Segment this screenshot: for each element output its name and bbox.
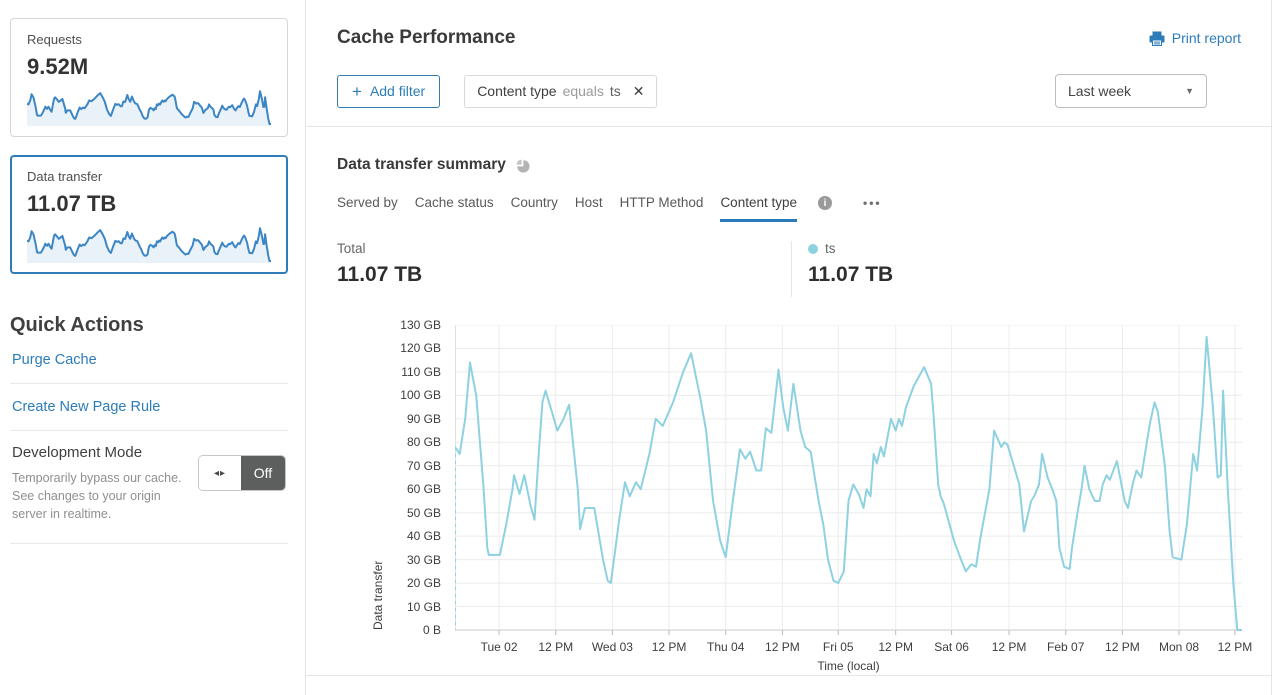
- page-title: Cache Performance: [337, 27, 516, 48]
- development-mode-title: Development Mode: [12, 444, 143, 461]
- x-axis-tick: 12 PM: [538, 640, 574, 654]
- y-axis-tick: 90 GB: [406, 411, 441, 426]
- data-transfer-chart: Data transfer 0 B 10 GB 20 GB 30 GB 40 GB 50 …: [337, 309, 1252, 675]
- section-divider: [306, 126, 1271, 127]
- y-axis-tick: 30 GB: [406, 552, 441, 567]
- stats-row: Total 11.07 TB ts 11.07 TB: [337, 241, 1241, 297]
- bottom-divider: [306, 675, 1271, 676]
- total-stat: Total 11.07 TB: [337, 241, 791, 297]
- metric-label: Data transfer: [27, 169, 103, 184]
- add-filter-label: Add filter: [369, 83, 426, 99]
- metric-card-requests[interactable]: Requests 9.52M: [10, 18, 288, 137]
- filter-chip[interactable]: Content type equals ts ✕: [464, 74, 658, 108]
- total-label: Total: [337, 241, 366, 256]
- x-axis-tick: 12 PM: [651, 640, 687, 654]
- requests-sparkline: [27, 90, 271, 126]
- purge-cache-link[interactable]: Purge Cache: [10, 337, 288, 384]
- create-new-page-rule-link[interactable]: Create New Page Rule: [10, 384, 288, 431]
- y-axis-tick: 70 GB: [406, 458, 441, 473]
- filter-value: ts: [609, 83, 621, 99]
- development-mode-section: Development Mode Temporarily bypass our …: [10, 431, 288, 545]
- development-mode-toggle[interactable]: ◂▸ Off: [198, 455, 286, 491]
- x-axis-tick: 12 PM: [878, 640, 914, 654]
- data-transfer-sparkline: [27, 227, 271, 263]
- print-report-link[interactable]: Print report: [1149, 30, 1241, 46]
- x-axis-tick: 12 PM: [765, 640, 800, 654]
- y-axis-tick: 60 GB: [406, 482, 441, 497]
- tab-http-method[interactable]: HTTP Method: [619, 195, 704, 210]
- filter-operator: equals: [562, 83, 604, 99]
- series-stat: ts 11.07 TB: [792, 241, 893, 297]
- x-axis-tick: Feb 07: [1047, 640, 1085, 654]
- tab-served-by[interactable]: Served by: [337, 195, 398, 210]
- x-axis-tick: 12 PM: [1217, 640, 1253, 654]
- info-icon[interactable]: i: [818, 196, 832, 210]
- y-axis-tick: 0 B: [422, 623, 441, 637]
- series-label: ts: [825, 241, 836, 256]
- tab-cache-status[interactable]: Cache status: [414, 195, 494, 210]
- x-axis-tick: 12 PM: [991, 640, 1027, 654]
- dimension-tabs: Served by Cache status Country Host HTTP Met…: [337, 195, 1241, 222]
- time-range-select[interactable]: Last week ▼: [1055, 74, 1207, 108]
- chart-plot-area: [455, 325, 1242, 635]
- x-axis-tick: Thu 04: [707, 640, 745, 654]
- x-axis-tick: Sat 06: [934, 640, 969, 654]
- x-axis-tick: Wed 03: [591, 640, 633, 654]
- stats-divider: [791, 241, 792, 297]
- y-axis-tick: 50 GB: [406, 505, 441, 520]
- print-report-label: Print report: [1171, 30, 1241, 46]
- metric-value: 11.07 TB: [27, 191, 117, 216]
- x-axis-title: Time (local): [817, 659, 880, 673]
- summary-title: Data transfer summary: [337, 156, 506, 173]
- sidebar: Requests 9.52M Data transfer 11.07 TB Qu…: [10, 0, 288, 545]
- more-tabs-icon[interactable]: •••: [863, 196, 882, 210]
- y-axis-tick: 120 GB: [400, 341, 441, 356]
- chevron-down-icon: ▼: [1185, 86, 1194, 96]
- filter-row: + Add filter Content type equals ts ✕ La…: [337, 74, 1241, 108]
- y-axis-tick: 100 GB: [400, 388, 441, 403]
- main-content: Cache Performance Print report + Add fil…: [306, 0, 1272, 695]
- y-axis-tick: 20 GB: [406, 576, 441, 591]
- printer-icon: [1149, 31, 1165, 46]
- data-transfer-summary-section: Data transfer summary Served by Cache sta…: [306, 156, 1271, 675]
- tab-content-type[interactable]: Content type: [720, 195, 797, 222]
- metric-value: 9.52M: [27, 54, 89, 79]
- y-axis-tick: 40 GB: [406, 529, 441, 544]
- development-mode-description: Temporarily bypass our cache. See change…: [12, 471, 182, 522]
- tab-country[interactable]: Country: [510, 195, 558, 210]
- filter-field: Content type: [477, 83, 557, 99]
- pie-chart-icon: [516, 159, 530, 173]
- total-value: 11.07 TB: [337, 263, 423, 286]
- series-legend-dot: [808, 243, 818, 254]
- y-axis-tick: 80 GB: [406, 435, 441, 450]
- tab-host[interactable]: Host: [574, 195, 603, 210]
- plus-icon: +: [352, 81, 362, 101]
- toggle-state-label: Off: [241, 456, 285, 490]
- x-axis-tick: Fri 05: [822, 640, 854, 654]
- x-axis-tick: Tue 02: [480, 640, 518, 654]
- series-value: 11.07 TB: [808, 263, 894, 286]
- x-axis-tick: Mon 08: [1159, 640, 1200, 654]
- toggle-arrows-icon: ◂▸: [199, 456, 241, 490]
- quick-actions-title: Quick Actions: [10, 314, 144, 336]
- y-axis-tick: 110 GB: [401, 364, 441, 379]
- sidebar-divider: [305, 0, 306, 695]
- time-range-value: Last week: [1068, 83, 1132, 99]
- metric-label: Requests: [27, 32, 82, 47]
- metric-card-data-transfer[interactable]: Data transfer 11.07 TB: [10, 155, 288, 274]
- x-axis-tick: 12 PM: [1105, 640, 1140, 654]
- remove-filter-icon[interactable]: ✕: [632, 82, 645, 99]
- y-axis-tick: 10 GB: [406, 599, 441, 614]
- y-axis-tick: 130 GB: [400, 318, 441, 332]
- add-filter-button[interactable]: + Add filter: [337, 74, 441, 108]
